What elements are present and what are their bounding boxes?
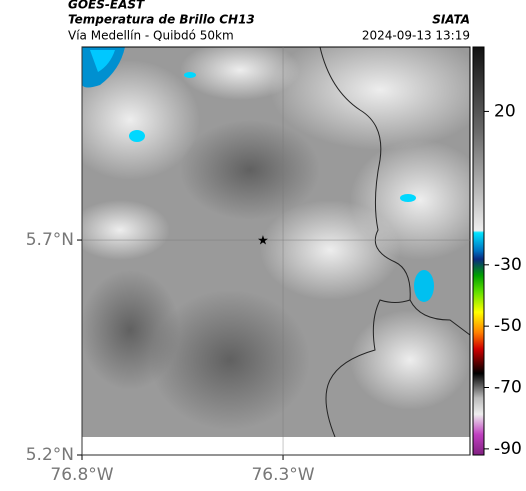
- brand: SIATA: [432, 13, 470, 27]
- colorbar: [472, 46, 485, 456]
- colorbar-tick-label: -30: [494, 255, 522, 275]
- subtitle: Vía Medellín - Quibdó 50km: [68, 29, 234, 43]
- location-marker: ★: [257, 234, 269, 249]
- y-tick-label: 5.7°N: [26, 230, 74, 250]
- colorbar-tick-label: -70: [494, 378, 522, 398]
- colorbar-tick-label: -90: [494, 439, 522, 459]
- timestamp: 2024-09-13 13:19: [362, 29, 470, 43]
- satellite-image: [82, 47, 470, 437]
- source: GOES-EAST: [68, 0, 145, 12]
- x-tick-label: 76.8°W: [50, 465, 113, 485]
- title: Temperatura de Brillo CH13: [68, 13, 255, 27]
- colorbar-tick-label: 20: [494, 101, 516, 121]
- x-tick-label: 76.3°W: [251, 465, 314, 485]
- colorbar-tick-label: -50: [494, 316, 522, 336]
- y-tick-label: 5.2°N: [26, 445, 74, 465]
